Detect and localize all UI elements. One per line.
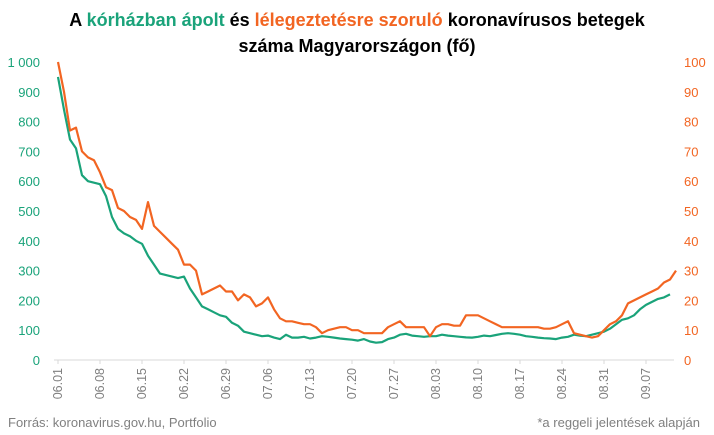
left-tick-label: 900: [18, 85, 40, 100]
x-tick-label: 06.22: [177, 368, 191, 399]
right-tick-label: 60: [684, 174, 698, 189]
right-tick-label: 10: [684, 323, 698, 338]
x-axis-ticks: 06.01 06.08 06.15 06.22 06.29 07.06 07.13 07.20…: [51, 360, 653, 399]
left-axis-ticks: 0 100 200 300 400 500 600 700 800 900 1 000: [7, 55, 40, 368]
x-tick-label: 07.13: [303, 368, 317, 399]
title-part-3: és: [225, 10, 255, 30]
left-tick-label: 400: [18, 234, 40, 249]
x-tick-label: 06.15: [135, 368, 149, 399]
title-ventilated: lélegeztetésre szoruló: [255, 10, 443, 30]
title-part-1: A: [69, 10, 86, 30]
series-line-ventilated: [56, 61, 677, 339]
x-tick-label: 09.07: [639, 368, 653, 399]
x-tick-label: 08.03: [429, 368, 443, 399]
right-tick-label: 0: [684, 353, 691, 368]
chart-title-line-1: A kórházban ápolt és lélegeztetésre szor…: [69, 10, 646, 30]
right-tick-label: 100: [684, 55, 706, 70]
x-tick-label: 08.10: [471, 368, 485, 399]
right-tick-label: 80: [684, 115, 698, 130]
right-tick-label: 90: [684, 85, 698, 100]
right-axis-ticks: 0 10 20 30 40 50 60 70 80 90 100: [684, 55, 706, 368]
title-hospitalized: kórházban ápolt: [87, 10, 225, 30]
x-tick-label: 07.27: [387, 368, 401, 399]
x-tick-label: 06.29: [219, 368, 233, 399]
x-tick-label: 07.20: [345, 368, 359, 399]
series-line-hospitalized: [56, 76, 671, 344]
chart-title-line-2: száma Magyarországon (fő): [238, 36, 475, 56]
left-tick-label: 0: [33, 353, 40, 368]
footnote: *a reggeli jelentések alapján: [537, 415, 700, 430]
x-tick-label: 06.08: [93, 368, 107, 399]
right-tick-label: 30: [684, 264, 698, 279]
x-tick-label: 08.17: [513, 368, 527, 399]
left-tick-label: 1 000: [7, 55, 40, 70]
left-tick-label: 500: [18, 204, 40, 219]
x-tick-label: 08.24: [555, 368, 569, 399]
right-tick-label: 70: [684, 144, 698, 159]
right-tick-label: 20: [684, 293, 698, 308]
left-tick-label: 300: [18, 264, 40, 279]
x-tick-label: 06.01: [51, 368, 65, 399]
source-note: Forrás: koronavirus.gov.hu, Portfolio: [8, 415, 217, 430]
left-tick-label: 800: [18, 115, 40, 130]
left-tick-label: 700: [18, 144, 40, 159]
left-tick-label: 200: [18, 293, 40, 308]
x-tick-label: 07.06: [261, 368, 275, 399]
right-tick-label: 40: [684, 234, 698, 249]
left-tick-label: 100: [18, 323, 40, 338]
title-part-5: koronavírusos betegek: [443, 10, 646, 30]
right-tick-label: 50: [684, 204, 698, 219]
left-tick-label: 600: [18, 174, 40, 189]
x-tick-label: 08.31: [597, 368, 611, 399]
series-lines: [56, 61, 677, 344]
